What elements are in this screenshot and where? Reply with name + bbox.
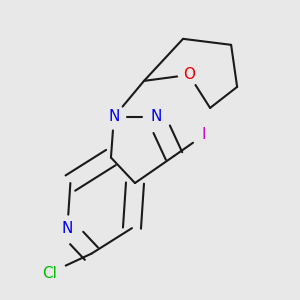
Text: O: O <box>183 68 195 82</box>
Text: N: N <box>62 220 73 236</box>
Text: I: I <box>202 128 206 142</box>
Text: N: N <box>108 110 120 124</box>
Text: Cl: Cl <box>42 266 57 281</box>
Text: N: N <box>150 110 162 124</box>
